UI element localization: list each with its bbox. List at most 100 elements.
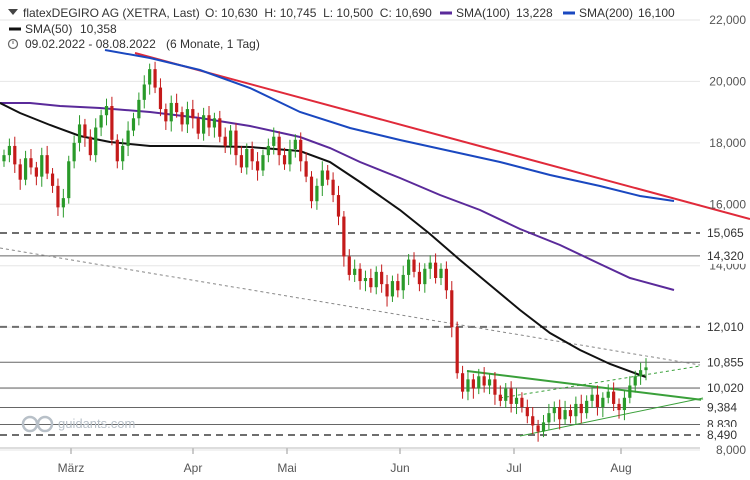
candle-body (363, 278, 368, 282)
candle-body (126, 130, 130, 146)
candle-body (7, 145, 11, 156)
logo-ring-left-icon (21, 415, 39, 433)
logo-text: guidants.com (58, 416, 135, 431)
candle-body (444, 268, 448, 291)
legend-sma100-value: 13,228 (516, 6, 553, 20)
candle-body (385, 284, 389, 297)
candle-body (142, 84, 146, 100)
candle-body (29, 158, 33, 168)
candle-body (477, 376, 481, 389)
candle-body (471, 379, 475, 389)
candle-body (245, 149, 249, 168)
candle-body (563, 410, 567, 420)
candle-body (536, 425, 540, 432)
candle-body (282, 155, 287, 165)
candle-body (110, 106, 114, 140)
level-label-bg (701, 247, 749, 264)
sma200-line (104, 49, 675, 202)
trend-line-red (134, 52, 750, 220)
candle-body (2, 155, 6, 162)
candle-body (568, 410, 573, 417)
candle-body (320, 170, 324, 186)
candle-body (293, 139, 297, 149)
candle-body (380, 271, 384, 285)
candle-body (579, 403, 583, 414)
candle-body (169, 102, 173, 122)
candle-body (153, 69, 157, 88)
legend-sma50-label: SMA(50) (25, 22, 72, 36)
candle-body (277, 136, 281, 156)
candle-body (131, 118, 136, 131)
y-tick-label: 8,000 (716, 443, 746, 457)
level-label-bg (701, 379, 749, 396)
candle-body (250, 149, 254, 162)
trend-line-gray-dashed (0, 247, 701, 366)
candle-body (342, 216, 346, 257)
candle-body (407, 259, 411, 275)
candle-body (40, 155, 44, 177)
candle-body (622, 397, 627, 411)
candle-body (601, 397, 605, 407)
candle-body (412, 259, 416, 272)
collapse-icon[interactable] (8, 9, 18, 15)
candle-body (191, 109, 195, 119)
candle-body (347, 256, 351, 275)
level-label-bg (701, 426, 749, 443)
trend-line-green-dashed (499, 365, 701, 399)
candle-body (83, 124, 87, 137)
candle-body (504, 388, 508, 401)
legend-sma200-label: SMA(200) (579, 6, 633, 20)
candle-body (56, 185, 60, 208)
candle-body (185, 109, 190, 125)
candle-body (331, 179, 335, 196)
candle-body (547, 413, 551, 423)
candle-body (595, 394, 600, 407)
candle-body (525, 407, 529, 417)
candle-body (433, 262, 438, 278)
level-label: 10,020 (707, 381, 744, 395)
candle-body (234, 130, 238, 156)
level-label: 10,855 (707, 355, 744, 369)
candles (2, 61, 648, 442)
candle-body (606, 391, 610, 398)
candle-body (315, 185, 319, 202)
x-tick-label: Aug (610, 461, 631, 475)
candle-body (590, 394, 594, 401)
candle-body (104, 106, 109, 116)
candle-body (509, 388, 513, 404)
candle-body (255, 161, 260, 171)
sma100-line (0, 102, 675, 291)
level-label: 9,384 (707, 400, 737, 414)
candle-body (266, 145, 270, 156)
candle-body (369, 278, 373, 288)
candle-body (396, 281, 400, 291)
candle-body (531, 416, 535, 426)
candle-body (158, 87, 163, 110)
level-label-bg (701, 318, 749, 335)
candle-body (207, 115, 211, 128)
candle-body (99, 115, 103, 128)
level-label: 14,320 (707, 249, 744, 263)
candle-body (374, 271, 378, 288)
candle-body (487, 379, 492, 386)
x-tick-label: März (58, 461, 85, 475)
legend-sma50-value: 10,358 (80, 22, 117, 36)
level-label: 15,065 (707, 226, 744, 240)
clock-icon (7, 38, 19, 50)
candle-body (45, 155, 49, 174)
candle-body (493, 379, 497, 395)
candle-body (439, 268, 443, 278)
candle-body (450, 290, 454, 328)
support-resistance-lines (0, 232, 700, 436)
candle-body (261, 155, 265, 171)
candle-body (498, 394, 502, 401)
candle-body (617, 403, 621, 411)
candle-body (50, 173, 55, 186)
candle-body (115, 139, 119, 162)
candle-body (228, 130, 233, 146)
x-tick-label: Apr (184, 461, 203, 475)
candle-body (61, 198, 65, 208)
x-tick-label: Mai (277, 461, 296, 475)
candle-body (326, 170, 330, 180)
